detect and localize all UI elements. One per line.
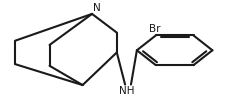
Text: N: N <box>93 3 101 13</box>
Text: NH: NH <box>118 86 134 97</box>
Text: Br: Br <box>149 24 160 34</box>
